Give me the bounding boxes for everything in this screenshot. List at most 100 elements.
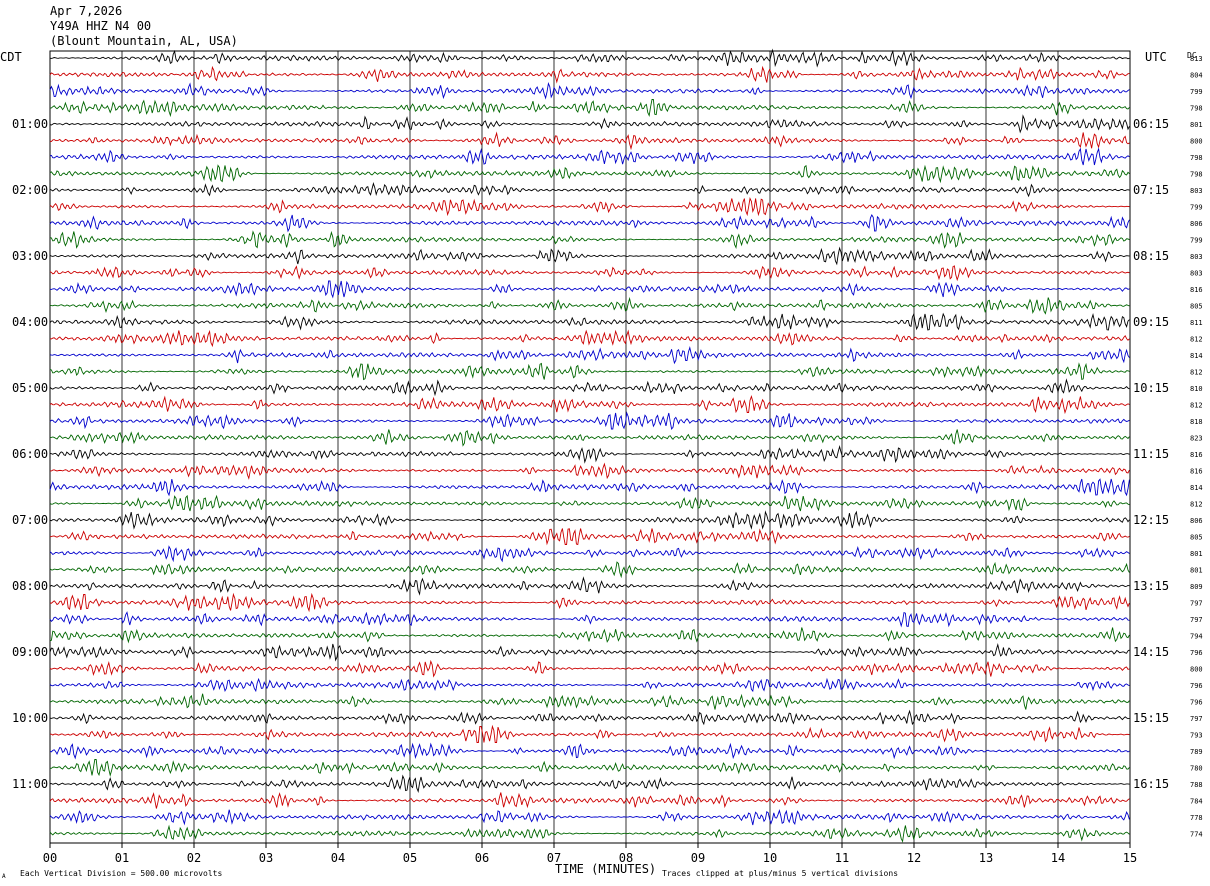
seismic-trace (49, 346, 1130, 365)
seismic-trace (49, 808, 1130, 826)
right-hour-label: 08:15 (1133, 249, 1169, 263)
x-tick-label: 10 (763, 851, 777, 865)
dc-offset-label: 812 (1190, 402, 1203, 410)
dc-offset-label: 788 (1190, 781, 1203, 789)
right-hour-label: 15:15 (1133, 711, 1169, 725)
dc-offset-label: 798 (1190, 105, 1203, 113)
dc-offset-label: 780 (1190, 765, 1203, 773)
seismic-trace (49, 131, 1130, 151)
seismic-trace (49, 362, 1130, 381)
left-hour-label: 06:00 (12, 447, 48, 461)
clip-note: Traces clipped at plus/minus 5 vertical … (662, 869, 898, 878)
seismic-trace (49, 378, 1130, 397)
dc-offset-label: 797 (1190, 616, 1203, 624)
right-hour-label: 12:15 (1133, 513, 1169, 527)
dc-offset-label: 798 (1190, 171, 1203, 179)
dc-offset-label: 805 (1190, 303, 1203, 311)
seismic-trace (49, 677, 1130, 693)
x-tick-label: 13 (979, 851, 993, 865)
seismic-trace (49, 246, 1130, 266)
scale-note: Each Vertical Division = 500.00 microvol… (20, 869, 222, 878)
dc-offset-label: 812 (1190, 369, 1203, 377)
dc-offset-label: 809 (1190, 583, 1203, 591)
dc-offset-label: 804 (1190, 72, 1203, 80)
seismic-trace (49, 643, 1130, 662)
seismic-trace (49, 65, 1130, 84)
seismic-trace (49, 774, 1130, 794)
dc-offset-label: 805 (1190, 534, 1203, 542)
x-tick-label: 03 (259, 851, 273, 865)
header-location: (Blount Mountain, AL, USA) (50, 34, 238, 48)
dc-offset-label: 778 (1190, 814, 1203, 822)
seismic-trace (49, 329, 1130, 348)
dc-offset-label: 784 (1190, 798, 1203, 806)
seismic-trace (49, 792, 1130, 809)
dc-offset-label: 814 (1190, 352, 1203, 360)
left-hour-label: 10:00 (12, 711, 48, 725)
dc-offset-label: 799 (1190, 237, 1203, 245)
header-station: Y49A HHZ N4 00 (50, 19, 151, 33)
dc-offset-label: 797 (1190, 715, 1203, 723)
seismic-trace (49, 709, 1130, 726)
seismic-trace (49, 462, 1130, 480)
seismic-trace (49, 48, 1130, 68)
seismic-trace (49, 824, 1130, 843)
x-tick-label: 14 (1051, 851, 1065, 865)
dc-offset-label: 816 (1190, 468, 1203, 476)
dc-offset-label: 811 (1190, 319, 1203, 327)
x-tick-label: 00 (43, 851, 57, 865)
seismic-trace (49, 114, 1130, 134)
seismic-trace (49, 230, 1130, 250)
x-tick-label: 04 (331, 851, 345, 865)
x-tick-label: 08 (619, 851, 633, 865)
dc-offset-label: 798 (1190, 154, 1203, 162)
seismic-trace (49, 545, 1130, 563)
time-grid (49, 51, 1131, 848)
right-hour-label: 07:15 (1133, 183, 1169, 197)
dc-offset-label: 796 (1190, 699, 1203, 707)
plot-frame (49, 50, 1131, 844)
seismic-trace (49, 280, 1130, 299)
seismic-trace (49, 312, 1130, 331)
dc-offset-label: 774 (1190, 831, 1203, 839)
seismic-trace (49, 659, 1130, 678)
dc-offset-label: 793 (1190, 732, 1203, 740)
x-tick-label: 01 (115, 851, 129, 865)
seismic-trace (49, 296, 1130, 315)
seismic-trace (49, 411, 1130, 431)
dc-offset-label: 806 (1190, 220, 1203, 228)
seismic-trace (49, 214, 1130, 233)
header-date: Apr 7,2026 (50, 4, 122, 18)
seismic-trace (49, 576, 1130, 596)
dc-offset-label: 814 (1190, 484, 1203, 492)
dc-offset-label: 799 (1190, 88, 1203, 96)
dc-offset-label: 801 (1190, 121, 1203, 129)
right-timezone-label: UTC (1145, 50, 1167, 64)
footer-mark: A (2, 873, 6, 880)
seismic-trace (49, 742, 1130, 760)
dc-offset-label: 796 (1190, 682, 1203, 690)
seismic-trace (49, 197, 1130, 217)
seismic-trace (49, 494, 1130, 512)
left-hour-label: 04:00 (12, 315, 48, 329)
dc-offset-label: 799 (1190, 204, 1203, 212)
dc-offset-label: 813 (1190, 55, 1203, 63)
seismic-trace (49, 693, 1130, 710)
dc-offset-label: 810 (1190, 385, 1203, 393)
dc-offset-label: 803 (1190, 253, 1203, 261)
seismic-trace (49, 164, 1130, 184)
dc-offset-label: 801 (1190, 567, 1203, 575)
seismic-trace (49, 445, 1130, 464)
seismic-trace (49, 510, 1130, 530)
seismic-trace (49, 759, 1130, 777)
x-tick-label: 15 (1123, 851, 1137, 865)
right-hour-label: 09:15 (1133, 315, 1169, 329)
x-tick-label: 06 (475, 851, 489, 865)
seismic-trace (49, 181, 1130, 198)
right-hour-label: 10:15 (1133, 381, 1169, 395)
x-tick-label: 05 (403, 851, 417, 865)
seismic-trace (49, 429, 1130, 447)
x-tick-label: 11 (835, 851, 849, 865)
dc-offset-label: 823 (1190, 435, 1203, 443)
